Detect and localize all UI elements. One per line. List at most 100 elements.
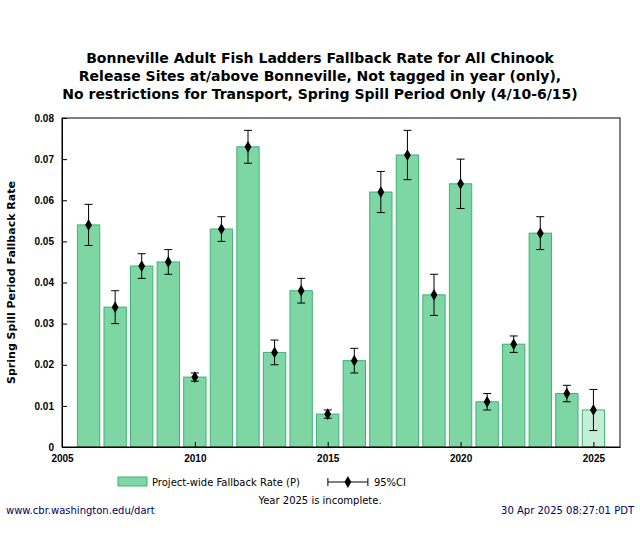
point (165, 256, 172, 268)
point (324, 408, 331, 420)
point (484, 396, 491, 408)
x-tick-mark (195, 442, 196, 447)
y-axis-title: Spring Spill Period Fallback Rate (5, 181, 18, 384)
y-tick: 0.03 (35, 318, 67, 329)
point (138, 260, 145, 272)
error-bar-cap (111, 323, 119, 324)
bar (343, 361, 365, 447)
x-tick: 2010 (184, 442, 207, 464)
error-bar (510, 336, 518, 352)
legend-swatch (327, 478, 328, 486)
legend: Project-wide Fallback Rate (P) 95%CI (118, 476, 406, 488)
chart: Bonneville Adult Fish Ladders Fallback R… (0, 0, 640, 560)
error-bar-cap (111, 290, 119, 291)
x-tick-label: 2010 (184, 453, 207, 464)
legend-label: 95%CI (374, 477, 406, 488)
x-tick: 2025 (583, 442, 606, 464)
error-bar (483, 394, 491, 410)
x-tick-mark (328, 442, 329, 447)
point (191, 371, 198, 383)
point (404, 149, 411, 161)
plot-frame (62, 118, 620, 447)
point (590, 404, 597, 416)
error-bar-cap (457, 208, 465, 209)
bar (503, 344, 525, 447)
error-bar-cap (350, 372, 358, 373)
legend-label: Project-wide Fallback Rate (P) (152, 477, 300, 488)
error-bar-cap (430, 274, 438, 275)
x-tick: 2015 (317, 442, 340, 464)
bar (529, 233, 551, 447)
error-bar-cap (217, 241, 225, 242)
x-tick-label: 2005 (51, 453, 74, 464)
y-tick-mark (62, 159, 67, 160)
legend-item: 95%CI (328, 476, 406, 488)
y-tick-mark (62, 324, 67, 325)
x-axis-line (63, 447, 621, 448)
title: Bonneville Adult Fish Ladders Fallback R… (86, 50, 554, 66)
y-tick-mark (62, 241, 67, 242)
point (457, 178, 464, 190)
point (537, 227, 544, 239)
bar (290, 291, 312, 447)
error-bar-cap (350, 348, 358, 349)
bar (263, 352, 285, 447)
error-bar (430, 274, 438, 315)
x-tick-mark (593, 442, 594, 447)
error-bar (457, 159, 465, 208)
title: Release Sites at/above Bonneville, Not t… (79, 68, 561, 84)
error-bar-cap (138, 253, 146, 254)
y-tick-label: 0.06 (35, 195, 55, 206)
legend-swatch (118, 477, 147, 486)
y-tick-label: 0.07 (35, 154, 55, 165)
legend-swatch (344, 476, 351, 488)
point (85, 219, 92, 231)
point (298, 285, 305, 297)
x-axis: 2005 2010 2015 2020 2025 (51, 442, 620, 464)
bar (210, 229, 232, 447)
error-bar (377, 171, 385, 212)
error-bar (589, 389, 597, 430)
plot: 2005201020152020202500.010.020.030.040.0… (35, 113, 621, 464)
error-bar-cap (244, 130, 252, 131)
bar (449, 184, 471, 447)
x-tick-label: 2025 (583, 453, 606, 464)
point (377, 186, 384, 198)
error-bar-cap (510, 352, 518, 353)
x-tick-label: 2015 (317, 453, 340, 464)
error-bar-cap (536, 249, 544, 250)
y-tick: 0.01 (35, 401, 67, 412)
error-bar (217, 217, 225, 242)
x-tick-mark (461, 442, 462, 447)
y-tick: 0.07 (35, 154, 67, 165)
point (112, 301, 119, 313)
error-bar-cap (510, 335, 518, 336)
source: www.cbr.washington.edu/dart (6, 505, 155, 516)
y-tick-mark (62, 118, 67, 119)
x-tick: 2020 (450, 442, 473, 464)
error-bar-cap (536, 216, 544, 217)
error-bar-cap (563, 385, 571, 386)
error-bar (244, 130, 252, 163)
title: No restrictions for Transport, Spring Sp… (62, 86, 577, 102)
error-bar-cap (297, 303, 305, 304)
error-bar (138, 254, 146, 279)
error-bar-cap (483, 393, 491, 394)
point (431, 289, 438, 301)
y-tick: 0.05 (35, 236, 67, 247)
error-bar-cap (217, 216, 225, 217)
error-bar-cap (377, 212, 385, 213)
y-tick-mark (62, 406, 67, 407)
legend-swatch (367, 478, 368, 486)
y-tick: 0.08 (35, 113, 67, 124)
error-bar-cap (297, 278, 305, 279)
y-tick: 0.06 (35, 195, 67, 206)
error-bar (403, 130, 411, 179)
point (510, 338, 517, 350)
bar (104, 307, 126, 447)
error-bar (563, 385, 571, 401)
bar (556, 394, 578, 447)
error-bar-cap (271, 340, 279, 341)
error-bar-cap (377, 171, 385, 172)
y-tick-label: 0.08 (35, 113, 55, 124)
